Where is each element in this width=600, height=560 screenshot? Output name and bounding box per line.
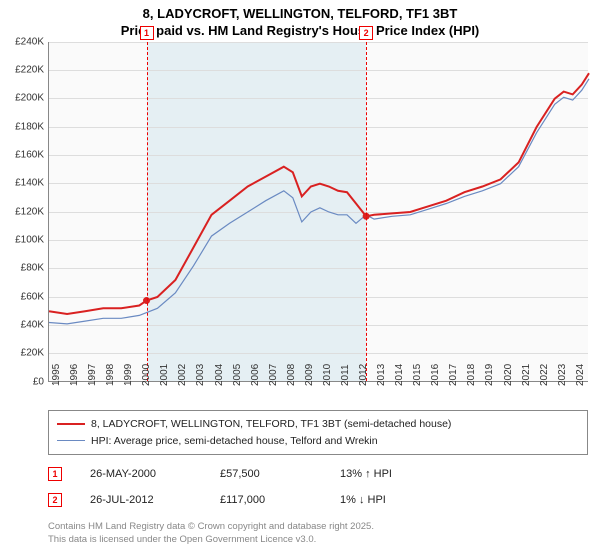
x-axis-label: 1999 bbox=[123, 364, 134, 386]
y-axis-label: £80K bbox=[2, 263, 44, 274]
x-axis-label: 2019 bbox=[484, 364, 495, 386]
x-axis-label: 2007 bbox=[268, 364, 279, 386]
y-axis-label: £60K bbox=[2, 291, 44, 302]
y-axis-label: £200K bbox=[2, 93, 44, 104]
x-axis-label: 2004 bbox=[214, 364, 225, 386]
x-axis-label: 2009 bbox=[304, 364, 315, 386]
x-axis-label: 2014 bbox=[394, 364, 405, 386]
x-axis-label: 2013 bbox=[376, 364, 387, 386]
sale-price: £117,000 bbox=[220, 494, 340, 506]
sale-marker-line bbox=[147, 42, 148, 381]
x-axis-label: 2021 bbox=[521, 364, 532, 386]
x-axis-label: 2002 bbox=[177, 364, 188, 386]
x-axis-label: 2018 bbox=[466, 364, 477, 386]
x-axis-label: 2022 bbox=[539, 364, 550, 386]
y-axis-label: £240K bbox=[2, 36, 44, 47]
footer-line-1: Contains HM Land Registry data © Crown c… bbox=[48, 521, 588, 533]
x-axis-label: 2023 bbox=[557, 364, 568, 386]
y-axis-label: £120K bbox=[2, 206, 44, 217]
sale-marker-box: 2 bbox=[359, 26, 373, 40]
title-line-2: Price paid vs. HM Land Registry's House … bbox=[0, 23, 600, 40]
line-layer bbox=[49, 42, 589, 382]
sale-date: 26-MAY-2000 bbox=[90, 468, 220, 480]
y-axis-label: £220K bbox=[2, 65, 44, 76]
sale-row: 2 26-JUL-2012£117,0001% ↓ HPI bbox=[48, 487, 588, 513]
x-axis-label: 2000 bbox=[141, 364, 152, 386]
y-axis-label: £20K bbox=[2, 348, 44, 359]
legend-swatch bbox=[57, 440, 85, 441]
x-axis-label: 2006 bbox=[250, 364, 261, 386]
legend-row: 8, LADYCROFT, WELLINGTON, TELFORD, TF1 3… bbox=[57, 416, 579, 433]
sale-delta: 1% ↓ HPI bbox=[340, 494, 460, 506]
series-hpi bbox=[49, 79, 589, 324]
y-axis-label: £0 bbox=[2, 376, 44, 387]
sale-date: 26-JUL-2012 bbox=[90, 494, 220, 506]
x-axis-label: 1996 bbox=[69, 364, 80, 386]
footer-attribution: Contains HM Land Registry data © Crown c… bbox=[48, 521, 588, 546]
sale-index-box: 2 bbox=[48, 493, 62, 507]
footer-line-2: This data is licensed under the Open Gov… bbox=[48, 534, 588, 546]
x-axis-label: 2012 bbox=[358, 364, 369, 386]
x-axis-label: 1998 bbox=[105, 364, 116, 386]
sale-marker-line bbox=[366, 42, 367, 381]
x-axis-label: 2003 bbox=[195, 364, 206, 386]
legend-label: 8, LADYCROFT, WELLINGTON, TELFORD, TF1 3… bbox=[91, 416, 451, 433]
series-price_paid bbox=[49, 73, 589, 314]
x-axis-label: 2005 bbox=[232, 364, 243, 386]
sale-index-box: 1 bbox=[48, 467, 62, 481]
y-axis-label: £180K bbox=[2, 121, 44, 132]
x-axis-label: 2015 bbox=[412, 364, 423, 386]
sale-delta: 13% ↑ HPI bbox=[340, 468, 460, 480]
x-axis-label: 1995 bbox=[51, 364, 62, 386]
sale-marker-box: 1 bbox=[140, 26, 154, 40]
x-axis-label: 2008 bbox=[286, 364, 297, 386]
x-axis-label: 2017 bbox=[448, 364, 459, 386]
sale-price: £57,500 bbox=[220, 468, 340, 480]
legend-label: HPI: Average price, semi-detached house,… bbox=[91, 433, 378, 450]
sale-row: 1 26-MAY-2000£57,50013% ↑ HPI bbox=[48, 461, 588, 487]
legend: 8, LADYCROFT, WELLINGTON, TELFORD, TF1 3… bbox=[48, 410, 588, 456]
x-axis-label: 2011 bbox=[340, 364, 351, 386]
chart-area: 12 £0£20K£40K£60K£80K£100K£120K£140K£160… bbox=[48, 42, 588, 402]
title-line-1: 8, LADYCROFT, WELLINGTON, TELFORD, TF1 3… bbox=[0, 6, 600, 23]
x-axis-label: 2010 bbox=[322, 364, 333, 386]
x-axis-label: 2016 bbox=[430, 364, 441, 386]
y-axis-label: £160K bbox=[2, 150, 44, 161]
y-axis-label: £100K bbox=[2, 235, 44, 246]
sales-table: 1 26-MAY-2000£57,50013% ↑ HPI 2 26-JUL-2012… bbox=[48, 461, 588, 513]
x-axis-label: 1997 bbox=[87, 364, 98, 386]
chart-container: 8, LADYCROFT, WELLINGTON, TELFORD, TF1 3… bbox=[0, 0, 600, 560]
x-axis-label: 2024 bbox=[575, 364, 586, 386]
legend-row: HPI: Average price, semi-detached house,… bbox=[57, 433, 579, 450]
x-axis-label: 2001 bbox=[159, 364, 170, 386]
y-axis-label: £40K bbox=[2, 320, 44, 331]
title-block: 8, LADYCROFT, WELLINGTON, TELFORD, TF1 3… bbox=[0, 0, 600, 42]
legend-swatch bbox=[57, 423, 85, 425]
x-axis-label: 2020 bbox=[503, 364, 514, 386]
plot-area: 12 bbox=[48, 42, 588, 382]
y-axis-label: £140K bbox=[2, 178, 44, 189]
